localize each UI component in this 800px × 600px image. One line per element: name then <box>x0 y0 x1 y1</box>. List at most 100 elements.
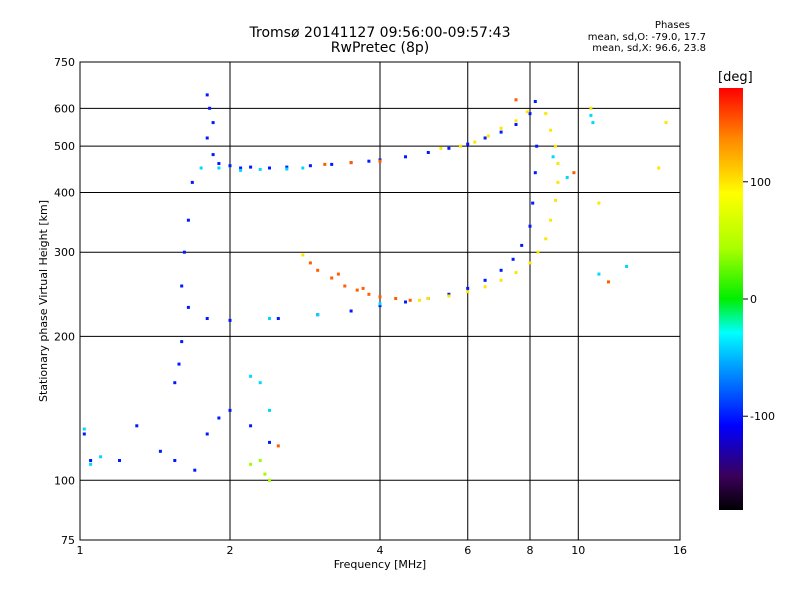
data-point <box>378 159 382 163</box>
data-point <box>466 290 470 294</box>
data-point <box>258 167 262 171</box>
x-mode-stats: mean, sd,X: 96.6, 23.8 <box>592 43 706 54</box>
data-point <box>551 155 555 159</box>
x-tick-label: 16 <box>673 544 687 557</box>
data-point <box>597 201 601 205</box>
data-point <box>249 165 253 169</box>
data-point <box>408 298 412 302</box>
data-point <box>211 153 215 157</box>
y-tick-label: 75 <box>61 534 75 547</box>
data-point <box>217 416 221 420</box>
data-point <box>180 284 184 288</box>
data-point <box>514 119 518 123</box>
y-tick-label: 750 <box>54 56 75 69</box>
data-point <box>301 253 305 257</box>
data-point <box>211 121 215 125</box>
data-point <box>531 201 535 205</box>
y-tick-label: 200 <box>54 330 75 343</box>
data-point <box>499 126 503 130</box>
y-tick-label: 500 <box>54 140 75 153</box>
data-point <box>483 285 487 289</box>
data-point <box>82 432 86 436</box>
data-point <box>349 161 353 165</box>
data-point <box>268 317 271 320</box>
plot-area <box>79 61 681 541</box>
data-point <box>258 459 262 462</box>
x-tick-label: 2 <box>227 544 234 557</box>
data-point <box>316 313 320 317</box>
data-point <box>367 292 371 296</box>
data-point <box>239 166 243 170</box>
data-point <box>473 140 477 144</box>
data-point <box>447 146 451 150</box>
data-point <box>556 162 560 165</box>
data-point <box>258 381 262 385</box>
data-point <box>158 449 162 453</box>
data-point <box>525 110 529 114</box>
data-point <box>528 224 532 228</box>
data-point <box>205 93 209 97</box>
data-point <box>544 237 548 241</box>
data-point <box>249 424 253 428</box>
data-point <box>447 292 451 296</box>
x-tick-label: 8 <box>527 544 534 557</box>
data-point <box>499 278 503 282</box>
o-mode-stats: mean, sd,O: -79.0, 17.7 <box>587 32 706 43</box>
data-point <box>249 462 253 466</box>
data-point <box>367 159 371 163</box>
data-point <box>186 218 190 222</box>
data-point <box>180 340 184 344</box>
data-point <box>263 472 267 476</box>
data-point <box>404 155 407 159</box>
data-point <box>439 146 443 150</box>
colorbar-tick-label: -100 <box>750 410 775 423</box>
chart-title: Tromsø 20141127 09:56:00-09:57:43 <box>249 25 511 41</box>
data-points <box>82 93 668 482</box>
data-point <box>217 166 221 170</box>
data-point <box>82 427 86 431</box>
data-point <box>89 459 93 462</box>
data-point <box>589 106 593 110</box>
data-point <box>426 151 430 154</box>
data-point <box>228 408 232 412</box>
data-point <box>330 276 334 280</box>
data-point <box>514 271 518 275</box>
data-point <box>607 280 610 284</box>
data-point <box>554 144 557 148</box>
chart-subtitle: RwPretec (8p) <box>330 40 430 56</box>
data-point <box>193 468 197 472</box>
data-point <box>378 295 382 299</box>
data-point <box>349 309 353 313</box>
y-axis: 75 100 200 300 400 500 600 750 <box>54 56 75 547</box>
x-axis-label: Frequency [MHz] <box>334 558 426 571</box>
data-point <box>173 381 177 385</box>
data-point <box>208 106 212 110</box>
data-point <box>89 462 93 466</box>
data-point <box>186 305 190 309</box>
data-point <box>323 162 327 166</box>
colorbar-unit: [deg] <box>718 70 753 85</box>
y-tick-label: 300 <box>54 246 75 259</box>
data-point <box>118 459 121 462</box>
data-point <box>268 478 271 482</box>
data-point <box>514 98 518 102</box>
data-point <box>458 144 462 148</box>
data-point <box>205 432 209 436</box>
data-point <box>466 142 470 146</box>
data-point <box>228 318 232 322</box>
data-point <box>228 164 232 168</box>
data-point <box>511 257 515 261</box>
y-tick-label: 100 <box>54 474 75 487</box>
data-point <box>554 198 557 202</box>
data-point <box>535 144 539 148</box>
x-tick-label: 4 <box>377 544 384 557</box>
data-point <box>301 166 305 170</box>
data-point <box>173 459 177 462</box>
data-point <box>533 100 537 103</box>
data-point <box>486 134 490 138</box>
data-point <box>205 136 209 140</box>
data-point <box>657 166 661 170</box>
data-point <box>533 171 537 175</box>
data-point <box>249 374 253 378</box>
